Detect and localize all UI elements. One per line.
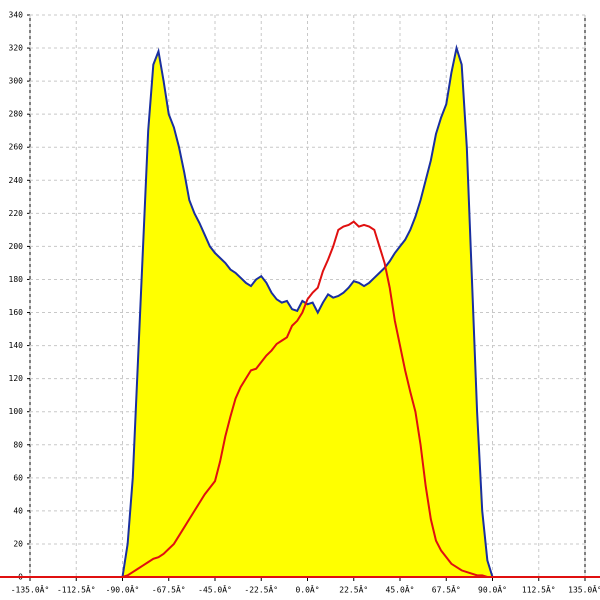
y-tick-label: 340 <box>9 11 24 20</box>
y-tick-label: 20 <box>13 539 23 548</box>
area <box>121 44 494 578</box>
y-tick-label: 260 <box>9 143 24 152</box>
x-tick-label: 22.5Â° <box>339 584 368 595</box>
y-tick-label: 240 <box>9 176 24 185</box>
y-tick-label: 280 <box>9 110 24 119</box>
y-tick-label: 160 <box>9 308 24 317</box>
y-tick-label: 120 <box>9 374 24 383</box>
x-tick-label: 90.0Â° <box>478 584 507 595</box>
y-tick-label: 60 <box>13 473 23 482</box>
y-tick-label: 300 <box>9 77 24 86</box>
y-tick-label: 220 <box>9 209 24 218</box>
x-tick-label: 112.5Â° <box>522 584 556 595</box>
x-tick-label: -90.0Â° <box>106 584 140 595</box>
x-tick-label: 0.0Â° <box>295 584 319 595</box>
line <box>122 220 493 578</box>
x-tick-label: -135.0Â° <box>11 584 50 595</box>
x-tick-label: -67.5Â° <box>152 584 186 595</box>
y-tick-label: 320 <box>9 44 24 53</box>
y-tick-label: 40 <box>13 506 23 515</box>
x-tick-label: -22.5Â° <box>244 584 278 595</box>
y-tick-label: 200 <box>9 242 24 251</box>
y-tick-label: 100 <box>9 407 24 416</box>
x-tick-label: -45.0Â° <box>198 584 232 595</box>
x-tick-label: 45.0Â° <box>386 584 415 595</box>
y-tick-label: 140 <box>9 341 24 350</box>
x-tick-label: 67.5Â° <box>432 584 461 595</box>
x-tick-label: -112.5Â° <box>57 584 96 595</box>
x-tick-label: 135.0Â° <box>568 584 600 595</box>
y-tick-label: 180 <box>9 275 24 284</box>
y-tick-label: 80 <box>13 440 23 449</box>
